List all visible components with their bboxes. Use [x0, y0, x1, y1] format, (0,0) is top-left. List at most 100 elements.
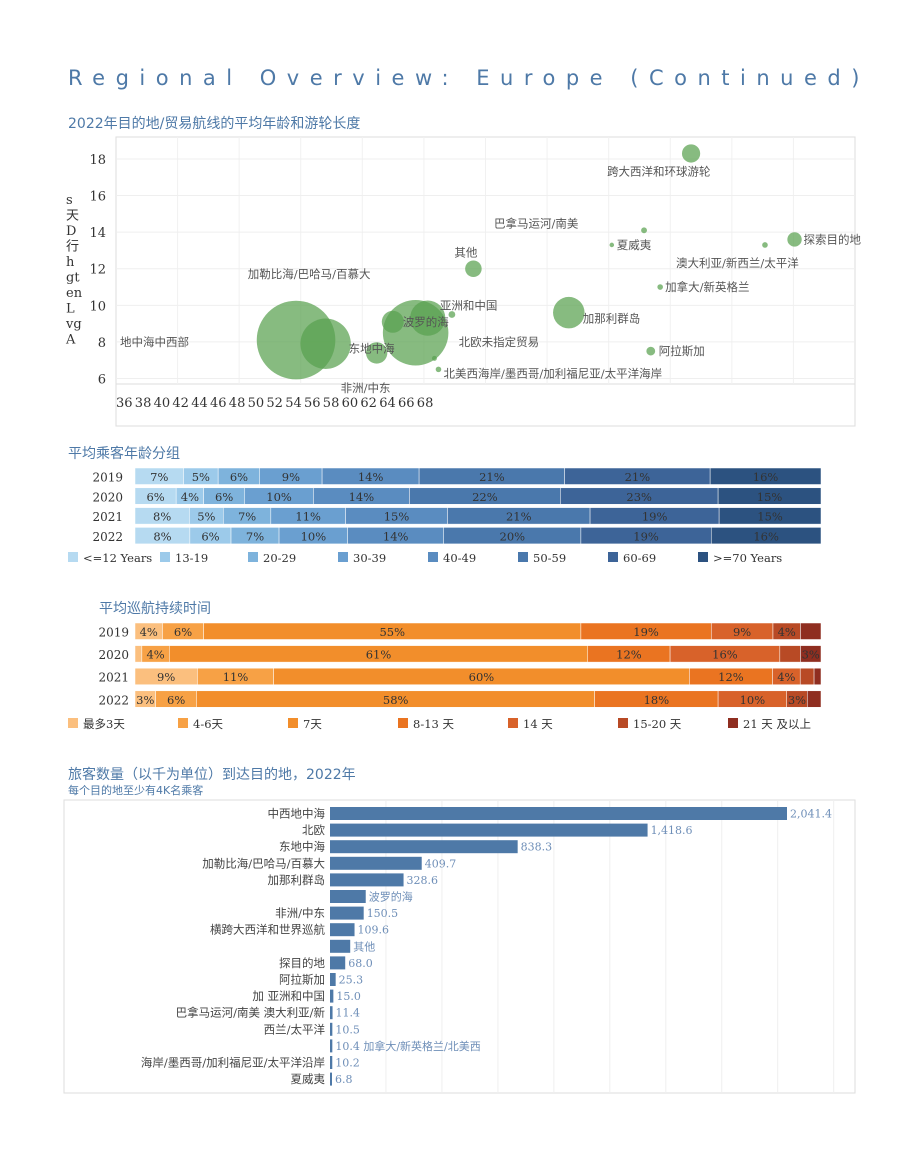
stacked-segment-label: 23%: [626, 490, 652, 504]
scatter-point-label: 其他: [454, 246, 477, 260]
scatter-point-label: 跨大西洋和环球游轮: [607, 164, 711, 178]
passenger-chart-subtitle: 每个目的地至少有4K名乘客: [68, 784, 204, 797]
page-title: Regional Overview: Europe (Continued): [68, 66, 870, 90]
stacked-segment-label: 61%: [366, 648, 392, 662]
bar: [330, 956, 346, 970]
stacked-year-label: 2019: [98, 626, 129, 640]
bar-value-label: 10.2: [335, 1057, 360, 1070]
scatter-y-label: s: [66, 193, 73, 208]
scatter-point-label: 探索目的地: [804, 232, 862, 246]
stacked-segment-label: 10%: [266, 490, 292, 504]
bar-category-label: 探目的地: [279, 956, 325, 970]
stacked-year-label: 2022: [98, 693, 129, 707]
bar: [330, 906, 364, 920]
legend-label: <=12 Years: [83, 551, 152, 565]
stacked-segment-label: 12%: [718, 670, 744, 684]
scatter-point: [465, 260, 482, 278]
scatter-x-tick: 40: [154, 396, 171, 411]
stacked-segment-label: 58%: [383, 693, 409, 707]
bar-category-label: 北欧: [302, 823, 325, 837]
bar: [330, 1039, 333, 1053]
bar: [330, 873, 404, 887]
stacked-segment-label: 19%: [633, 529, 659, 543]
bar-category-label: 东地中海: [279, 840, 325, 854]
scatter-x-tick: 60: [342, 396, 359, 411]
bar-category-label: 加那利群岛: [268, 873, 326, 887]
legend-label: 4-6天: [193, 717, 224, 731]
legend-swatch: [698, 552, 708, 562]
stacked-segment-label: 9%: [157, 670, 175, 684]
bar: [330, 1072, 332, 1086]
legend-label: 7天: [303, 717, 322, 731]
stacked-segment-label: 15%: [757, 490, 783, 504]
stacked-segment-label: 3%: [136, 693, 154, 707]
scatter-y-label: vg: [65, 317, 82, 332]
scatter-y-label: D: [66, 224, 76, 239]
duration-chart-title: 平均巡航持续时间: [99, 601, 211, 617]
scatter-point-label: 澳大利亚/新西兰/太平洋: [676, 256, 799, 270]
legend-swatch: [288, 718, 298, 728]
scatter-x-tick: 56: [304, 396, 321, 411]
scatter-point-label: 加那利群岛: [583, 312, 641, 326]
stacked-segment-label: 15%: [384, 510, 410, 524]
stacked-year-label: 2020: [98, 648, 129, 662]
stacked-segment-label: 14%: [383, 529, 409, 543]
passenger-chart-title: 旅客数量（以千为单位）到达目的地，2022年: [68, 767, 356, 783]
stacked-year-label: 2019: [92, 471, 123, 485]
stacked-segment-label: 4%: [777, 670, 795, 684]
scatter-point: [681, 144, 701, 163]
bar: [330, 823, 648, 837]
stacked-segment-label: 18%: [644, 693, 670, 707]
stacked-segment-label: 3%: [802, 648, 820, 662]
stacked-segment-label: 16%: [753, 529, 779, 543]
bar: [330, 890, 366, 903]
legend-swatch: [508, 718, 518, 728]
scatter-point-label: 加拿大/新英格兰: [665, 280, 749, 294]
scatter-point-label: 巴拿马运河/南美: [494, 216, 579, 230]
bar-value-label: 其他: [353, 940, 375, 953]
legend-swatch: [618, 718, 628, 728]
stacked-segment-label: 7%: [150, 470, 168, 484]
scatter-point: [646, 346, 656, 356]
stacked-segment: [799, 667, 815, 685]
bar: [330, 923, 355, 937]
scatter-point: [657, 284, 663, 290]
legend-swatch: [160, 552, 170, 562]
scatter-y-tick: 8: [98, 336, 106, 351]
scatter-point: [381, 310, 404, 333]
bar-category-label: 加 亚洲和中国: [252, 989, 325, 1003]
stacked-segment: [807, 690, 822, 708]
stacked-segment-label: 6%: [230, 470, 248, 484]
legend-swatch: [338, 552, 348, 562]
scatter-x-tick: 38: [135, 396, 152, 411]
stacked-segment-label: 10%: [740, 693, 766, 707]
stacked-year-label: 2021: [92, 510, 123, 524]
bar: [330, 807, 787, 820]
scatter-point: [609, 242, 615, 248]
scatter-point-label: 地中海中西部: [120, 335, 189, 349]
scatter-y-label: A: [65, 333, 76, 348]
bar-category-label: 巴拿马运河/南美 澳大利亚/新: [176, 1006, 326, 1020]
stacked-segment-label: 5%: [197, 510, 215, 524]
scatter-x-tick: 66: [398, 396, 415, 411]
bar-value-label: 328.6: [407, 874, 439, 887]
scatter-x-axis-area: [115, 383, 856, 427]
scatter-x-tick: 42: [172, 396, 189, 411]
bar-category-label: 海岸/墨西哥/加利福尼亚/太平洋沿岸: [141, 1056, 325, 1070]
legend-swatch: [518, 552, 528, 562]
scatter-point-label: 亚洲和中国: [440, 298, 498, 312]
legend-label: 30-39: [353, 551, 386, 565]
stacked-segment: [813, 667, 822, 685]
scatter-point-label: 波罗的海: [403, 315, 449, 329]
bar-value-label: 1,418.6: [651, 824, 693, 837]
stacked-segment-label: 7%: [238, 510, 256, 524]
scatter-point: [553, 296, 585, 329]
stacked-segment-label: 12%: [616, 648, 642, 662]
stacked-segment-label: 10%: [301, 529, 327, 543]
scatter-x-tick: 68: [417, 396, 434, 411]
legend-swatch: [68, 552, 78, 562]
scatter-y-tick: 12: [89, 263, 106, 278]
scatter-point-label: 北欧未指定贸易: [459, 335, 540, 349]
scatter-point: [410, 300, 446, 336]
